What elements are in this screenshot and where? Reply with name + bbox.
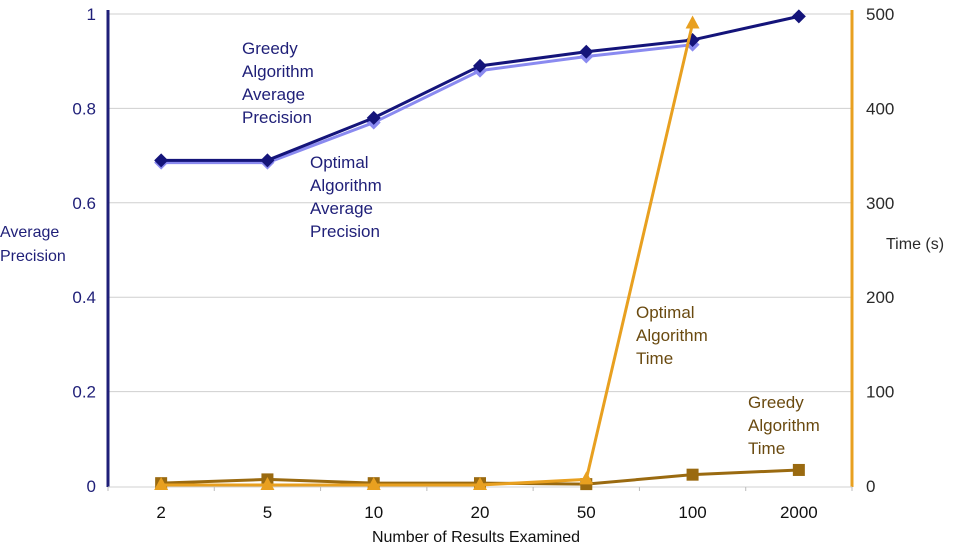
x-axis-title: Number of Results Examined: [372, 529, 580, 546]
right-tick-label: 400: [866, 99, 894, 118]
left-tick-label: 1: [87, 5, 96, 24]
data-point: [366, 110, 381, 125]
series-greedy_precision: [154, 9, 806, 168]
annotation-line: Optimal: [636, 303, 695, 322]
right-axis-ticks: 0 100 200 300 400 500: [866, 5, 894, 496]
data-point: [579, 44, 594, 59]
annotation-line: Algorithm: [748, 416, 820, 435]
annotation-line: Time: [636, 349, 673, 368]
data-point: [686, 468, 699, 481]
x-axis-ticks: 2 5 10 20 50 100 2000: [107, 487, 853, 522]
right-tick-label: 100: [866, 383, 894, 402]
left-tick-label: 0.8: [72, 99, 96, 118]
left-axis-ticks: 0 0.2 0.4 0.6 0.8 1: [72, 5, 96, 496]
annotation-line: Algorithm: [242, 62, 314, 81]
y-left-title-line-1: Average: [0, 224, 59, 241]
annotations: Greedy Algorithm Average Precision Optimal Al…: [242, 39, 820, 458]
left-tick-label: 0.6: [72, 194, 96, 213]
x-tick-label: 100: [678, 503, 706, 522]
annotation-line: Time: [748, 439, 785, 458]
data-point: [473, 58, 487, 73]
series-line: [161, 43, 693, 165]
series-line: [161, 23, 695, 487]
gridlines: [108, 13, 852, 393]
right-tick-label: 300: [866, 194, 894, 213]
right-tick-label: 0: [866, 477, 875, 496]
annotation-line: Greedy: [748, 393, 804, 412]
left-tick-label: 0.2: [72, 383, 96, 402]
annotation-line: Precision: [310, 222, 380, 241]
data-point: [366, 477, 381, 491]
data-point: [154, 477, 169, 491]
annotation-greedy_precision: Greedy Algorithm Average Precision: [242, 39, 314, 127]
data-point: [154, 153, 169, 168]
annotation-optimal_precision: Optimal Algorithm Average Precision: [310, 153, 382, 241]
right-tick-label: 200: [866, 288, 894, 307]
annotation-line: Optimal: [310, 153, 369, 172]
x-tick-label: 10: [364, 503, 383, 522]
annotation-line: Algorithm: [310, 176, 382, 195]
data-point: [685, 15, 700, 29]
y-left-title-line-2: Precision: [0, 248, 66, 265]
data-point: [260, 477, 275, 491]
right-tick-label: 500: [866, 5, 894, 24]
x-tick-label: 50: [577, 503, 596, 522]
data-point: [791, 9, 806, 24]
annotation-line: Algorithm: [636, 326, 708, 345]
series-optimal_precision: [154, 37, 700, 170]
annotation-line: Greedy: [242, 39, 298, 58]
series-layer: [154, 9, 806, 491]
series-optimal_time: [154, 15, 700, 491]
left-tick-label: 0: [87, 477, 96, 496]
data-point: [260, 153, 275, 168]
x-tick-label: 2: [156, 503, 165, 522]
annotation-line: Average: [242, 85, 305, 104]
annotation-greedy_time: Greedy Algorithm Time: [748, 393, 820, 458]
data-point: [792, 463, 805, 476]
left-tick-label: 0.4: [72, 288, 96, 307]
data-point: [579, 471, 594, 485]
annotation-optimal_time: Optimal Algorithm Time: [636, 303, 708, 368]
x-tick-label: 20: [471, 503, 490, 522]
annotation-line: Average: [310, 199, 373, 218]
y-right-title: Time (s): [886, 236, 944, 253]
x-tick-label: 5: [263, 503, 272, 522]
data-point: [473, 477, 487, 491]
x-tick-label: 2000: [780, 503, 818, 522]
annotation-line: Precision: [242, 108, 312, 127]
